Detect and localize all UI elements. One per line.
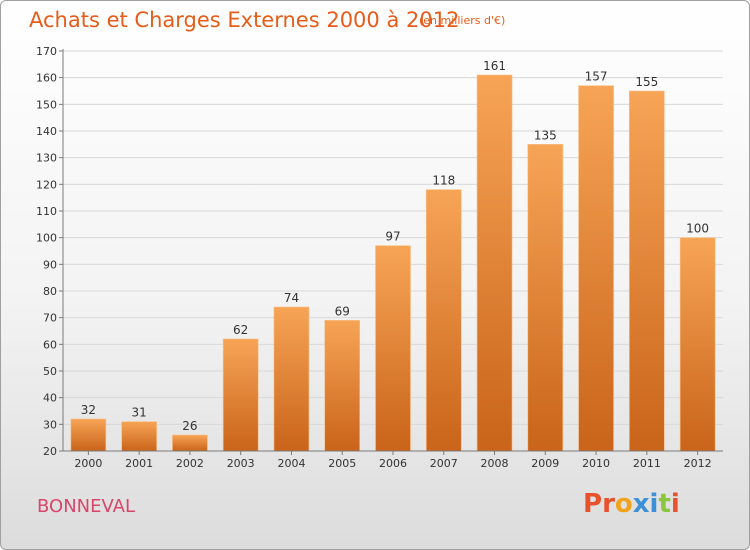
x-tick-label-2005: 2005 <box>328 457 356 470</box>
y-tick-label: 110 <box>36 205 57 218</box>
bar-2009 <box>527 144 564 452</box>
logo-letter: i <box>649 489 659 519</box>
value-label-2009: 135 <box>534 128 557 142</box>
y-tick-label: 60 <box>43 338 57 351</box>
chart-subtitle: (en milliers d'€) <box>419 14 506 27</box>
y-tick-label: 90 <box>43 258 57 271</box>
axes: 20 30 40 50 60 70 80 90 100 110 120 130 140 150 160 170… <box>36 45 723 470</box>
y-tick-label: 40 <box>43 392 57 405</box>
bar-2012 <box>679 237 716 452</box>
y-tick-label: 160 <box>36 72 57 85</box>
value-label-2000: 32 <box>81 403 96 417</box>
x-tick-label-2002: 2002 <box>176 457 204 470</box>
x-tick-label-2009: 2009 <box>531 457 559 470</box>
bar-2011 <box>629 90 665 452</box>
bar-2010 <box>578 85 614 452</box>
data-labels: 32 31 26 62 74 69 97 118 161 135 157 155 100 <box>81 59 709 433</box>
x-tick-label-2003: 2003 <box>227 457 255 470</box>
y-tick-label: 120 <box>36 178 57 191</box>
y-tick-label: 30 <box>43 418 57 431</box>
x-tick-label-2011: 2011 <box>633 457 661 470</box>
value-label-2006: 97 <box>385 230 400 244</box>
bar-2007 <box>425 189 462 452</box>
bar-2004 <box>273 306 310 452</box>
bar-2000 <box>70 418 107 452</box>
logo-letter: o <box>614 489 633 519</box>
value-label-2003: 62 <box>233 323 248 337</box>
value-label-2002: 26 <box>182 419 197 433</box>
value-label-2001: 31 <box>132 406 147 420</box>
proxiti-logo: Proxiti <box>583 489 680 519</box>
logo-letter: i <box>670 489 680 519</box>
value-label-2010: 157 <box>585 70 608 84</box>
bar-2002 <box>172 434 208 452</box>
commune-name: BONNEVAL <box>37 496 136 517</box>
x-tick-label-2001: 2001 <box>125 457 153 470</box>
y-tick-label: 170 <box>36 45 57 58</box>
y-tick-label: 130 <box>36 152 57 165</box>
y-tick-label: 140 <box>36 125 57 138</box>
y-tick-label: 20 <box>43 445 57 458</box>
x-tick-label-2010: 2010 <box>582 457 610 470</box>
bar-2008 <box>476 74 513 452</box>
x-tick-label-2004: 2004 <box>277 457 305 470</box>
logo-letter: r <box>602 489 615 519</box>
y-tick-label: 150 <box>36 98 57 111</box>
value-label-2004: 74 <box>284 291 299 305</box>
logo-letter: P <box>583 489 603 519</box>
logo-letter: t <box>658 489 671 519</box>
bar-2005 <box>324 320 361 452</box>
value-label-2005: 69 <box>335 304 350 318</box>
y-tick-label: 80 <box>43 285 57 298</box>
chart-title: Achats et Charges Externes 2000 à 2012 <box>29 8 460 32</box>
y-tick-label: 50 <box>43 365 57 378</box>
y-tick-label: 70 <box>43 312 57 325</box>
value-label-2007: 118 <box>432 174 455 188</box>
x-tick-label-2006: 2006 <box>379 457 407 470</box>
y-tick-label: 100 <box>36 232 57 245</box>
bar-2003 <box>222 338 259 452</box>
x-tick-label-2012: 2012 <box>684 457 712 470</box>
x-tick-label-2008: 2008 <box>481 457 509 470</box>
bar-2001 <box>121 421 157 452</box>
value-label-2012: 100 <box>686 222 709 236</box>
value-label-2011: 155 <box>635 75 658 89</box>
bars <box>70 74 716 452</box>
logo-letter: x <box>632 489 650 519</box>
x-tick-label-2000: 2000 <box>74 457 102 470</box>
value-label-2008: 161 <box>483 59 506 73</box>
x-tick-label-2007: 2007 <box>430 457 458 470</box>
bar-2006 <box>375 245 411 452</box>
